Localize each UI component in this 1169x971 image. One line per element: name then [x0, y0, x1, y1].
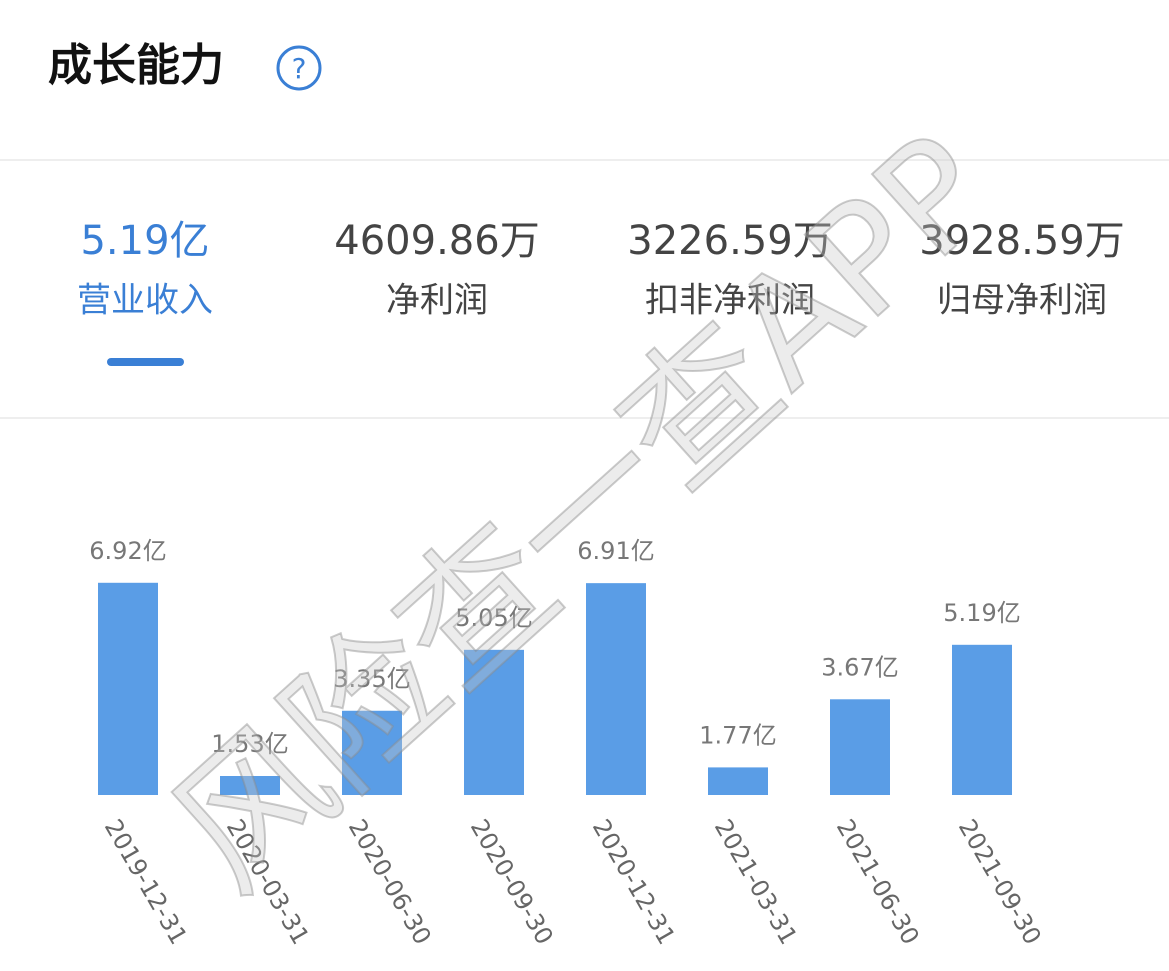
tab-value[interactable]: 4609.86万	[334, 218, 539, 264]
value-label: 1.53亿	[211, 730, 288, 758]
bar	[342, 710, 402, 795]
x-tick-label: 2021-03-31	[709, 815, 803, 950]
value-label: 5.19亿	[943, 599, 1020, 627]
bar	[708, 767, 768, 795]
value-label: 1.77亿	[699, 721, 776, 749]
section-title: 成长能力	[48, 40, 224, 91]
watermark: 风险查一查APP	[141, 102, 1026, 923]
tab-label[interactable]: 营业收入	[77, 281, 213, 321]
bar	[830, 699, 890, 795]
value-label: 3.35亿	[333, 665, 410, 693]
x-tick-label: 2020-09-30	[465, 815, 559, 950]
bar	[220, 776, 280, 795]
tab-indicator	[107, 358, 184, 366]
x-tick-label: 2020-06-30	[343, 815, 437, 950]
tab-value[interactable]: 3928.59万	[919, 218, 1124, 264]
tab-value[interactable]: 3226.59万	[627, 218, 832, 264]
tab-label[interactable]: 净利润	[386, 281, 488, 321]
bar	[952, 644, 1012, 795]
help-icon-glyph[interactable]: ?	[292, 52, 307, 85]
bar	[464, 649, 524, 795]
tab-label[interactable]: 扣非净利润	[645, 281, 815, 321]
x-tick-label: 2021-09-30	[953, 815, 1047, 950]
value-label: 6.91亿	[577, 537, 654, 565]
bar	[586, 583, 646, 795]
value-label: 6.92亿	[89, 537, 166, 565]
bar	[98, 582, 158, 795]
value-label: 3.67亿	[821, 653, 898, 681]
tab-label[interactable]: 归母净利润	[937, 281, 1107, 321]
x-tick-label: 2020-12-31	[587, 815, 681, 950]
tab-value[interactable]: 5.19亿	[80, 218, 209, 264]
help-icon[interactable]	[276, 45, 322, 91]
value-label: 5.05亿	[455, 604, 532, 632]
x-tick-label: 2021-06-30	[831, 815, 925, 950]
